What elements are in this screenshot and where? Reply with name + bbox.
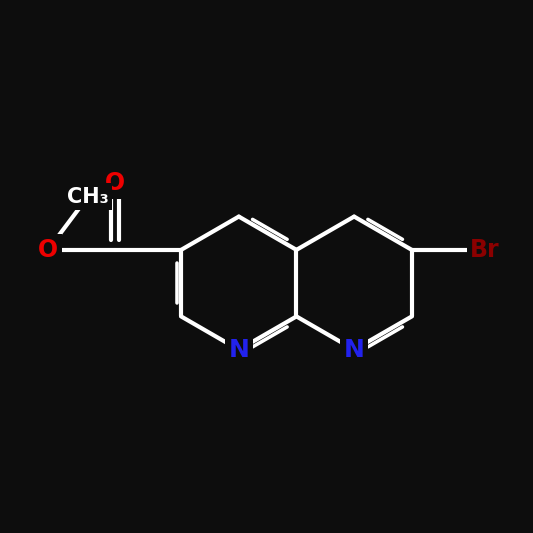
Text: CH₃: CH₃ [67, 187, 109, 207]
Text: N: N [344, 338, 365, 362]
Text: O: O [38, 238, 58, 262]
Text: O: O [104, 171, 125, 195]
Text: N: N [228, 338, 249, 362]
Text: Br: Br [470, 238, 500, 262]
